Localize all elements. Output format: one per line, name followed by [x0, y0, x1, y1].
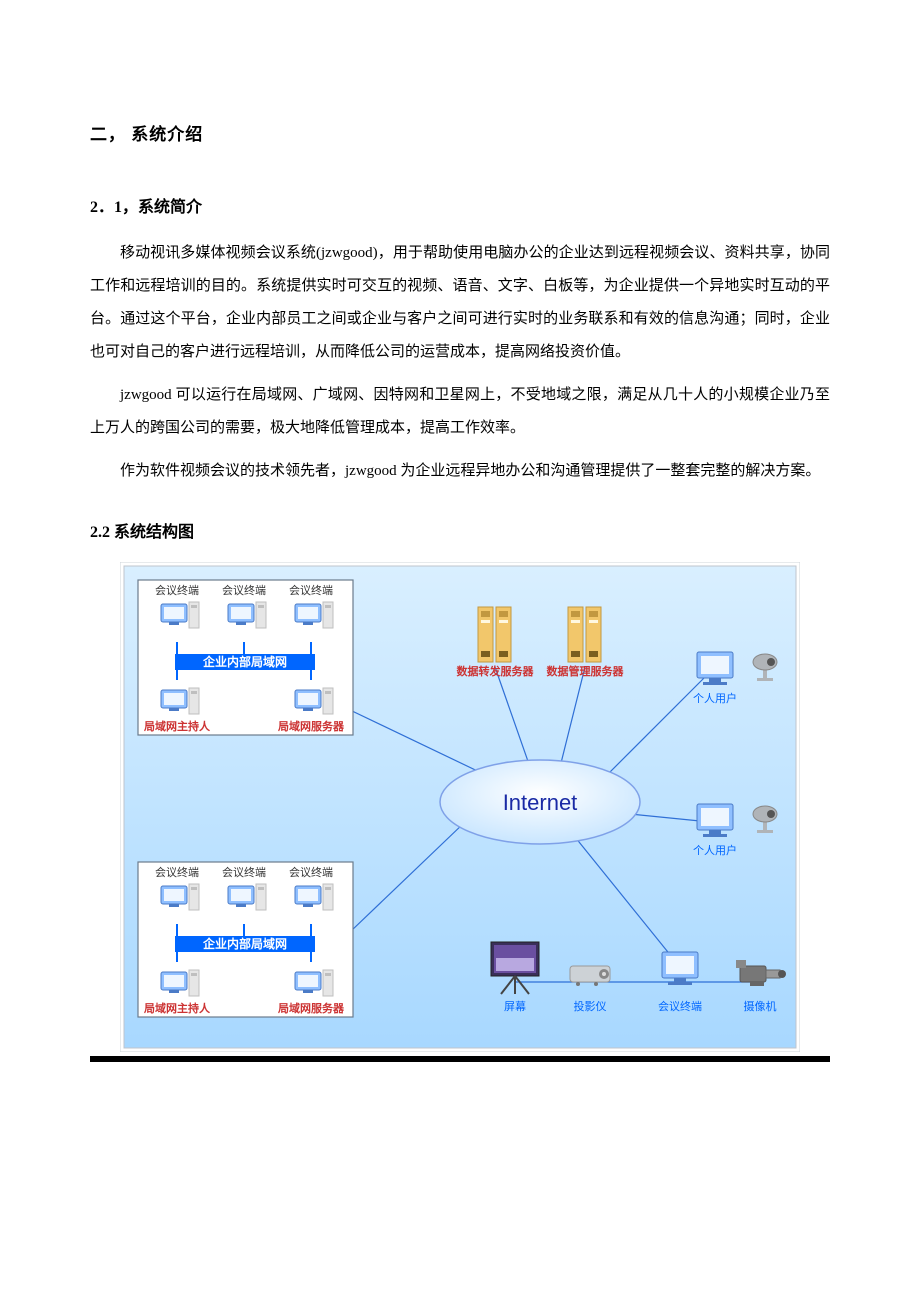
- svg-text:Internet: Internet: [503, 790, 578, 815]
- svg-text:企业内部局域网: 企业内部局域网: [202, 936, 287, 951]
- paragraph-3: 作为软件视频会议的技术领先者，jzwgood 为企业远程异地办公和沟通管理提供了…: [90, 455, 830, 488]
- footer-rule: [90, 1056, 830, 1062]
- svg-text:局域网主持人: 局域网主持人: [143, 1001, 211, 1015]
- lan-box-top: 会议终端 会议终端 会议终端 企业内部局域网 局域网主持人 局域网服务器: [138, 580, 353, 735]
- lan-box-bottom: 会议终端 会议终端 会议终端 企业内部局域网 局域网主持人 局域网服务器: [138, 862, 353, 1017]
- svg-text:会议终端: 会议终端: [289, 865, 333, 879]
- svg-text:会议终端: 会议终端: [155, 865, 199, 879]
- document-page: 二， 系统介绍 2．1，系统简介 移动视讯多媒体视频会议系统(jzwgood)，…: [0, 0, 920, 1092]
- svg-text:企业内部局域网: 企业内部局域网: [202, 654, 287, 669]
- svg-text:屏幕: 屏幕: [504, 999, 526, 1013]
- svg-text:会议终端: 会议终端: [222, 583, 266, 597]
- subsection-2-heading: 2.2 系统结构图: [90, 518, 830, 542]
- svg-text:局域网服务器: 局域网服务器: [277, 1001, 345, 1015]
- svg-text:数据管理服务器: 数据管理服务器: [547, 664, 625, 678]
- svg-text:数据转发服务器: 数据转发服务器: [457, 664, 535, 678]
- section-heading: 二， 系统介绍: [90, 120, 830, 145]
- svg-text:局域网主持人: 局域网主持人: [143, 719, 211, 733]
- svg-text:会议终端: 会议终端: [658, 999, 702, 1013]
- svg-text:个人用户: 个人用户: [693, 691, 737, 705]
- paragraph-2: jzwgood 可以运行在局域网、广域网、因特网和卫星网上，不受地域之限，满足从…: [90, 379, 830, 445]
- svg-text:摄像机: 摄像机: [744, 999, 777, 1013]
- svg-text:会议终端: 会议终端: [289, 583, 333, 597]
- subsection-1-heading: 2．1，系统简介: [90, 193, 830, 217]
- svg-text:会议终端: 会议终端: [222, 865, 266, 879]
- svg-text:个人用户: 个人用户: [693, 843, 737, 857]
- svg-text:会议终端: 会议终端: [155, 583, 199, 597]
- paragraph-1: 移动视讯多媒体视频会议系统(jzwgood)，用于帮助使用电脑办公的企业达到远程…: [90, 237, 830, 369]
- architecture-svg: Internet 会议终端会议终端会议终端 企业内部局域网 局域网主持人 局域网…: [120, 562, 800, 1052]
- svg-text:局域网服务器: 局域网服务器: [277, 719, 345, 733]
- svg-text:投影仪: 投影仪: [574, 999, 607, 1013]
- system-architecture-diagram: Internet 会议终端会议终端会议终端 企业内部局域网 局域网主持人 局域网…: [120, 562, 800, 1052]
- internet-cloud: Internet: [440, 760, 640, 844]
